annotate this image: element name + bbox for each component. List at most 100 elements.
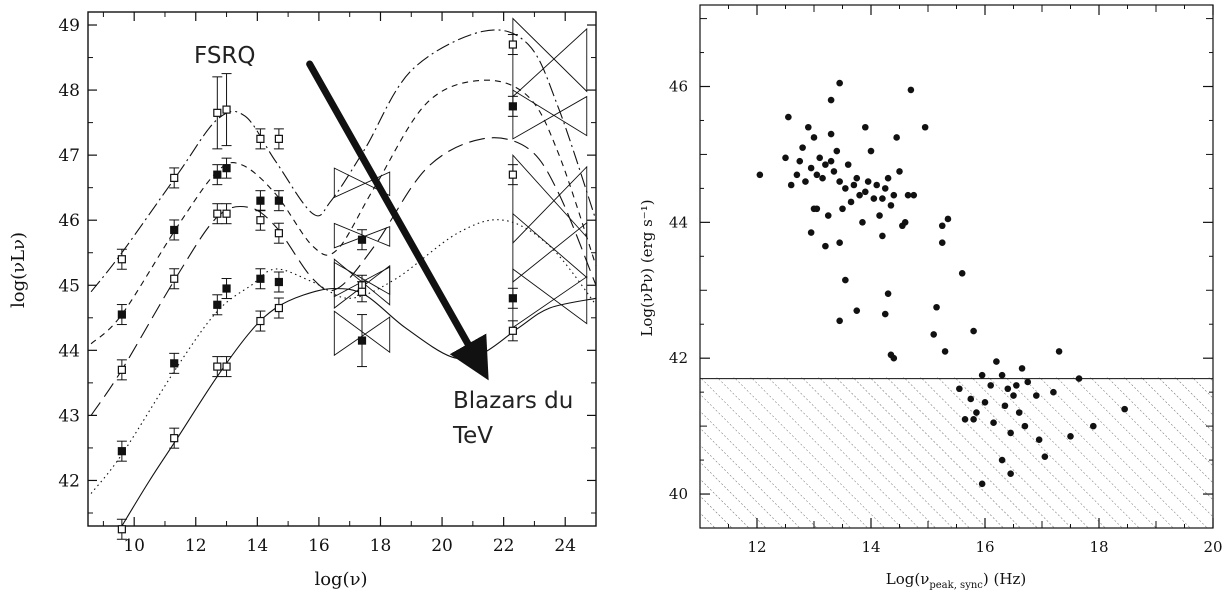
data-point-filled — [256, 196, 265, 205]
scatter-point — [981, 399, 989, 406]
scatter-point — [901, 219, 909, 226]
scatter-point — [847, 198, 855, 206]
scatter-point — [944, 215, 952, 223]
scatter-point — [921, 123, 929, 131]
scatter-point — [993, 358, 1000, 365]
scatter-point — [836, 79, 843, 87]
scatter-point — [896, 168, 903, 175]
left-y-tick-label: 46 — [58, 211, 80, 231]
left-x-axis-label: log(ν) — [314, 569, 367, 590]
left-axis-ticks: 10 12 14 16 18 20 22 24 42 43 44 45 46 47 48 49 — [58, 12, 597, 556]
scatter-point — [842, 185, 849, 192]
data-point-open — [170, 434, 179, 443]
scatter-point — [1035, 436, 1043, 444]
scatter-point — [910, 191, 918, 199]
left-y-tick-label: 48 — [58, 81, 80, 101]
scatter-point — [839, 205, 846, 213]
data-point-filled — [222, 164, 231, 173]
scatter-point — [870, 195, 878, 202]
scatter-point — [850, 181, 858, 189]
data-point-open — [508, 170, 517, 179]
data-point-open — [222, 362, 231, 371]
data-point-filled — [508, 102, 517, 111]
scatter-point — [987, 382, 994, 389]
blazar-sequence-arrow — [306, 60, 489, 381]
data-point-open — [256, 216, 265, 225]
scatter-point — [1015, 409, 1023, 416]
right-x-tick-label: 12 — [747, 538, 766, 556]
bowtie — [512, 212, 588, 283]
scatter-point — [938, 222, 946, 230]
bowtie — [512, 89, 588, 140]
scatter-point — [1067, 433, 1074, 440]
scatter-point — [836, 239, 843, 247]
data-point-filled — [170, 225, 179, 235]
scatter-point — [879, 195, 886, 202]
data-point-open — [508, 40, 517, 49]
data-point-filled — [222, 284, 231, 293]
scatter-point — [787, 181, 795, 189]
scatter-point — [1050, 388, 1057, 396]
scatter-point — [867, 147, 875, 155]
bowtie — [333, 310, 391, 357]
bowtie — [512, 17, 588, 98]
scatter-point — [842, 276, 849, 284]
scatter-point — [807, 229, 815, 236]
model-curve-dotted — [90, 219, 597, 494]
scatter-point — [856, 191, 863, 199]
scatter-point — [1018, 365, 1026, 372]
data-point-open — [170, 173, 179, 183]
data-point-filled — [508, 294, 517, 303]
data-point-filled — [357, 336, 367, 345]
scatter-point — [876, 212, 883, 219]
data-point-open — [274, 229, 283, 238]
left-chart-panel: 10 12 14 16 18 20 22 24 42 43 44 45 46 47 48 49 FSRQ Bl… — [8, 11, 597, 590]
scatter-point — [816, 154, 823, 162]
scatter-point — [782, 154, 789, 162]
data-point-filled — [213, 170, 222, 179]
data-point-open — [117, 525, 126, 534]
scatter-point — [970, 416, 977, 423]
data-point-open — [222, 209, 231, 218]
scatter-point — [1004, 385, 1012, 393]
right-x-label-main: Log(ν — [886, 570, 930, 588]
left-x-tick-label: 20 — [431, 536, 453, 556]
data-point-filled — [170, 359, 179, 368]
scatter-point — [884, 174, 892, 182]
left-y-tick-label: 44 — [58, 341, 80, 361]
scatter-point — [1010, 392, 1017, 399]
scatter-point — [862, 123, 869, 131]
scatter-point — [1013, 382, 1020, 389]
model-curve-dash-dot — [90, 29, 597, 293]
left-y-axis-label: log(νLν) — [8, 232, 29, 308]
scatter-point — [1033, 392, 1040, 399]
scatter-point — [907, 86, 915, 94]
scatter-point — [973, 409, 980, 416]
hatched-region — [700, 377, 1213, 528]
bowtie — [512, 153, 588, 245]
data-point-filled — [274, 196, 283, 205]
data-point-filled — [357, 235, 367, 244]
scatter-point — [941, 348, 949, 355]
right-y-tick-label: 42 — [669, 349, 688, 367]
data-point-open — [213, 362, 222, 371]
scatter-point — [756, 171, 764, 179]
scatter-point — [822, 242, 829, 250]
scatter-point — [958, 269, 966, 277]
left-x-tick-label: 10 — [123, 536, 145, 556]
scatter-point — [844, 161, 852, 168]
scatter-point — [819, 174, 826, 182]
data-point-open — [170, 274, 179, 283]
data-point-open — [274, 134, 283, 143]
scatter-point — [884, 290, 892, 297]
scatter-point — [810, 134, 818, 141]
data-point-open — [117, 365, 126, 374]
scatter-point — [793, 171, 801, 179]
right-y-axis-label: Log(νPν) (erg s⁻¹) — [638, 199, 656, 336]
scatter-point — [1055, 348, 1063, 355]
tev-label-line2: TeV — [452, 423, 493, 449]
right-axis-ticks: 12 14 16 18 20 40 42 44 46 — [669, 5, 1223, 556]
scatter-point — [1001, 402, 1009, 410]
scatter-point — [813, 171, 821, 179]
